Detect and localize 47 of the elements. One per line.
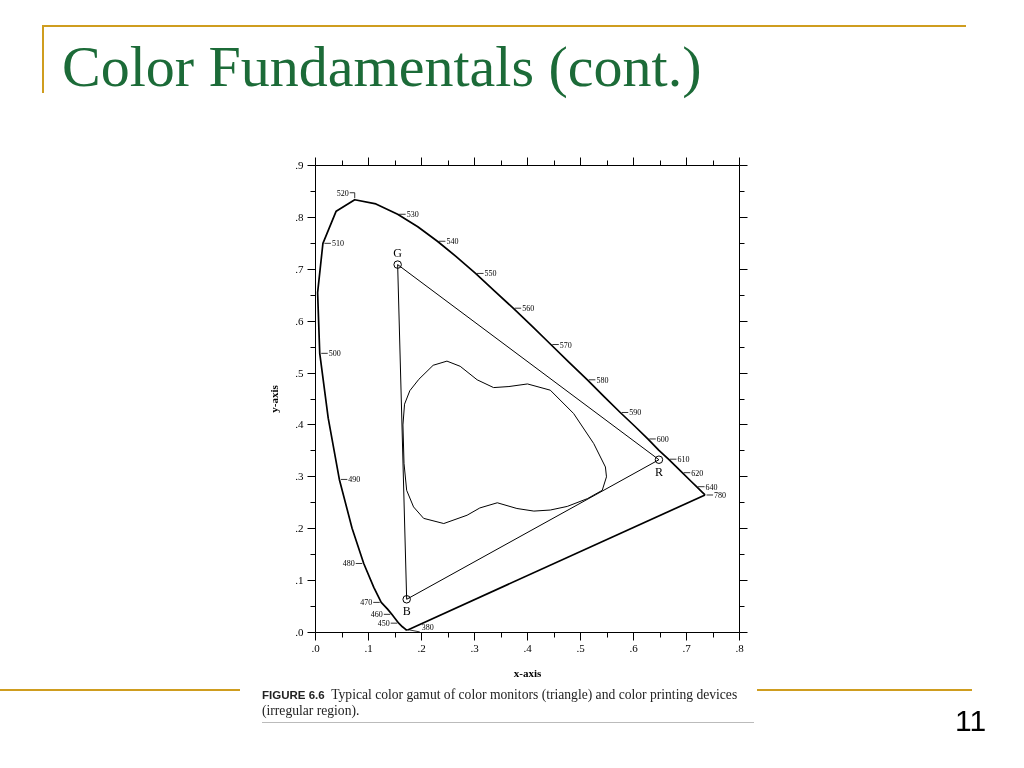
- annotation: 780: [714, 490, 727, 500]
- y-axis-title: y-axis: [268, 384, 281, 413]
- caption: FIGURE 6.6 Typical color gamut of color monitors (triangle) and color printing devices (irregular region).: [262, 687, 754, 723]
- annotation: G: [393, 245, 403, 260]
- x-tick-label: .5: [576, 641, 586, 654]
- y-tick-label: .8: [295, 210, 304, 223]
- annotation: 450: [377, 619, 390, 629]
- annotation: 570: [559, 340, 572, 350]
- annotation: 520: [336, 188, 349, 198]
- annotation: 620: [691, 468, 704, 478]
- y-tick-label: .2: [295, 522, 304, 535]
- y-tick-label: .4: [295, 418, 304, 431]
- annotation: 510: [331, 239, 344, 249]
- y-tick-label: .0: [295, 626, 304, 638]
- x-tick-label: .4: [523, 641, 533, 654]
- annotation: R: [654, 464, 663, 479]
- x-axis-title: x-axis: [513, 666, 542, 679]
- chart-title: Color Fundamentals (cont.): [62, 34, 702, 99]
- annotation: 550: [484, 269, 497, 279]
- annotation: 560: [522, 304, 535, 314]
- annotation: 540: [446, 237, 459, 247]
- annotation: B: [402, 604, 411, 619]
- x-tick-label: .6: [629, 641, 639, 654]
- x-tick-label: .2: [417, 641, 426, 654]
- y-tick-label: .7: [295, 262, 304, 275]
- annotation: 480: [342, 559, 355, 569]
- annotation: 490: [348, 475, 361, 485]
- annotation: 470: [360, 598, 373, 608]
- y-tick-label: .1: [295, 574, 304, 587]
- annotation: 610: [677, 455, 690, 465]
- annotation: 530: [406, 210, 419, 220]
- x-tick-label: .7: [682, 641, 692, 654]
- y-tick-label: .5: [295, 366, 304, 379]
- x-tick-label: .0: [311, 641, 321, 654]
- y-tick-label: .6: [295, 314, 304, 327]
- annotation: 380: [421, 623, 434, 633]
- text: 11: [955, 704, 987, 737]
- x-tick-label: .3: [470, 641, 480, 654]
- annotation: 500: [328, 349, 341, 359]
- annotation: 590: [629, 408, 642, 418]
- annotation: 600: [656, 434, 669, 444]
- y-tick-label: .9: [295, 159, 304, 171]
- y-tick-label: .3: [295, 470, 304, 483]
- x-tick-label: .8: [735, 641, 745, 654]
- annotation: 460: [370, 610, 383, 620]
- annotation: 640: [705, 482, 718, 492]
- x-tick-label: .1: [364, 641, 373, 654]
